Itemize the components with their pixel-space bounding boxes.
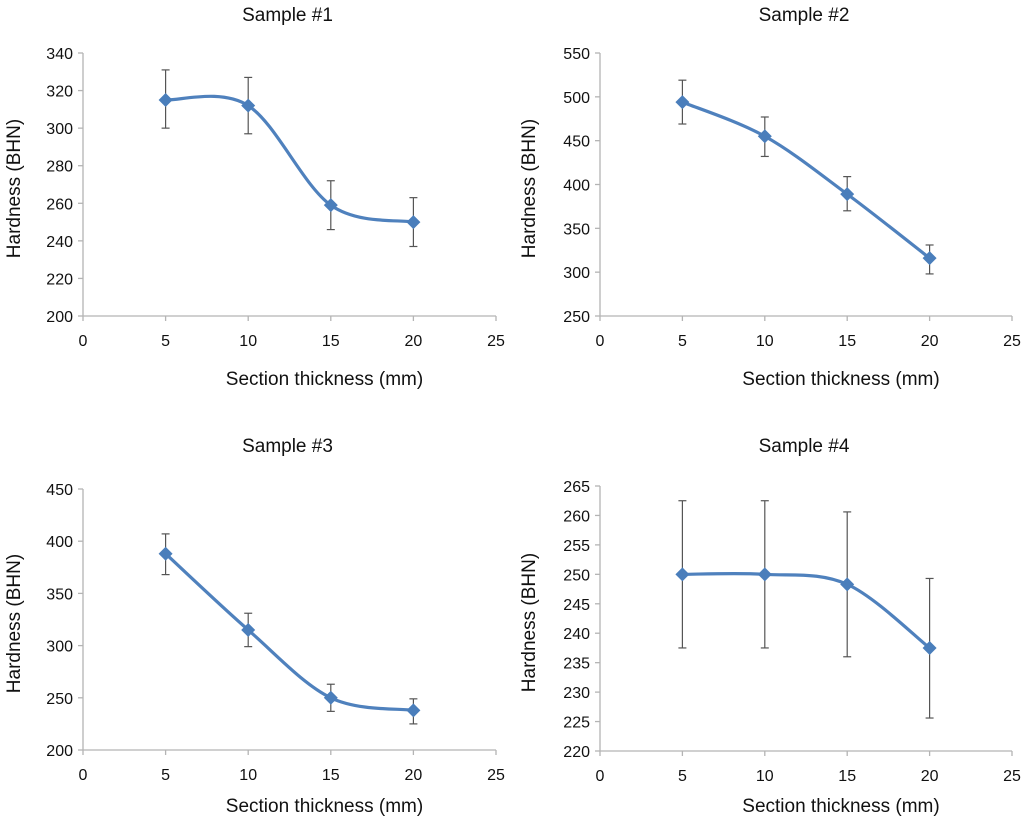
- data-point-marker: [323, 690, 338, 705]
- y-tick-label: 450: [46, 482, 73, 499]
- data-point-marker: [406, 215, 421, 230]
- x-tick-label: 15: [322, 333, 340, 350]
- y-tick-label: 400: [46, 534, 73, 551]
- x-tick-label: 0: [79, 767, 88, 784]
- chart-panel-1: Sample #1 200 220 240 260 280 300 320 340 0 5 10 15 2…: [4, 5, 505, 390]
- y-tick-label: 235: [563, 656, 590, 673]
- x-axis-label: Section thickness (mm): [226, 369, 423, 390]
- data-point-marker: [922, 251, 937, 266]
- x-tick-label: 5: [161, 333, 170, 350]
- y-tick-label: 250: [563, 309, 590, 326]
- y-tick-label: 250: [46, 691, 73, 708]
- y-tick-label: 250: [563, 567, 590, 584]
- data-point-marker: [922, 640, 937, 655]
- chart-panel-3: Sample #3 200 250 300 350 400 450 0 5 10 15 20 25 Sec…: [4, 436, 505, 817]
- data-point-marker: [757, 129, 772, 144]
- y-tick-label: 300: [46, 121, 73, 138]
- x-axis-label: Section thickness (mm): [226, 796, 423, 817]
- chart-title: Sample #1: [242, 5, 333, 26]
- x-tick-label: 10: [756, 333, 774, 350]
- chart-panel-2: Sample #2 250 300 350 400 450 500 550 0 5 10 15 20 25…: [519, 5, 1021, 390]
- y-tick-label: 200: [46, 309, 73, 326]
- x-tick-label: 15: [322, 767, 340, 784]
- chart-title: Sample #2: [759, 5, 850, 26]
- y-tick-label: 400: [563, 178, 590, 195]
- x-tick-label: 20: [921, 333, 939, 350]
- data-point-marker: [675, 95, 690, 110]
- data-point-marker: [406, 703, 421, 718]
- data-point-marker: [757, 567, 772, 582]
- y-tick-label: 220: [46, 271, 73, 288]
- x-tick-label: 10: [756, 768, 774, 785]
- x-tick-label: 25: [1003, 333, 1021, 350]
- y-tick-label: 220: [563, 744, 590, 761]
- y-tick-label: 550: [563, 46, 590, 63]
- data-point-marker: [158, 92, 173, 107]
- data-point-marker: [840, 187, 855, 202]
- x-tick-label: 25: [487, 333, 505, 350]
- y-tick-label: 340: [46, 46, 73, 63]
- series-line: [680, 571, 932, 650]
- x-tick-label: 0: [596, 333, 605, 350]
- y-tick-label: 320: [46, 84, 73, 101]
- y-tick-label: 255: [563, 538, 590, 555]
- data-point-marker: [675, 567, 690, 582]
- y-tick-label: 350: [46, 586, 73, 603]
- chart-title: Sample #4: [759, 436, 850, 457]
- y-tick-label: 260: [563, 508, 590, 525]
- y-axis-label: Hardness (BHN): [4, 119, 25, 258]
- y-tick-label: 265: [563, 479, 590, 496]
- x-tick-label: 10: [239, 767, 257, 784]
- y-tick-label: 245: [563, 597, 590, 614]
- y-tick-label: 240: [563, 626, 590, 643]
- x-tick-label: 25: [487, 767, 505, 784]
- x-tick-label: 0: [79, 333, 88, 350]
- x-tick-label: 5: [161, 767, 170, 784]
- data-point-marker: [241, 622, 256, 637]
- y-tick-label: 500: [563, 90, 590, 107]
- x-tick-label: 15: [838, 333, 856, 350]
- data-point-marker: [158, 546, 173, 561]
- x-tick-label: 10: [239, 333, 257, 350]
- x-tick-label: 20: [921, 768, 939, 785]
- chart-title: Sample #3: [242, 436, 333, 457]
- y-tick-label: 350: [563, 221, 590, 238]
- y-tick-label: 450: [563, 134, 590, 151]
- y-tick-label: 260: [46, 196, 73, 213]
- series-line: [164, 94, 415, 224]
- y-axis-label: Hardness (BHN): [519, 553, 540, 692]
- x-tick-label: 5: [678, 333, 687, 350]
- y-tick-label: 200: [46, 743, 73, 760]
- series-line: [164, 552, 415, 712]
- y-tick-label: 225: [563, 715, 590, 732]
- x-tick-label: 15: [838, 768, 856, 785]
- y-tick-label: 240: [46, 234, 73, 251]
- y-tick-label: 280: [46, 159, 73, 176]
- y-tick-label: 300: [563, 265, 590, 282]
- y-tick-label: 230: [563, 685, 590, 702]
- x-axis-label: Section thickness (mm): [742, 369, 939, 390]
- data-point-marker: [323, 198, 338, 213]
- x-tick-label: 5: [678, 768, 687, 785]
- x-tick-label: 25: [1003, 768, 1021, 785]
- y-axis-label: Hardness (BHN): [4, 554, 25, 693]
- x-tick-label: 20: [405, 767, 423, 784]
- y-tick-label: 300: [46, 639, 73, 656]
- data-point-marker: [241, 98, 256, 113]
- data-point-marker: [840, 577, 855, 592]
- chart-panel-4: Sample #42202252302352402452502552602650…: [519, 436, 1021, 817]
- series-line: [680, 100, 932, 260]
- x-tick-label: 20: [405, 333, 423, 350]
- x-axis-label: Section thickness (mm): [742, 796, 939, 817]
- y-axis-label: Hardness (BHN): [519, 119, 540, 258]
- x-tick-label: 0: [596, 768, 605, 785]
